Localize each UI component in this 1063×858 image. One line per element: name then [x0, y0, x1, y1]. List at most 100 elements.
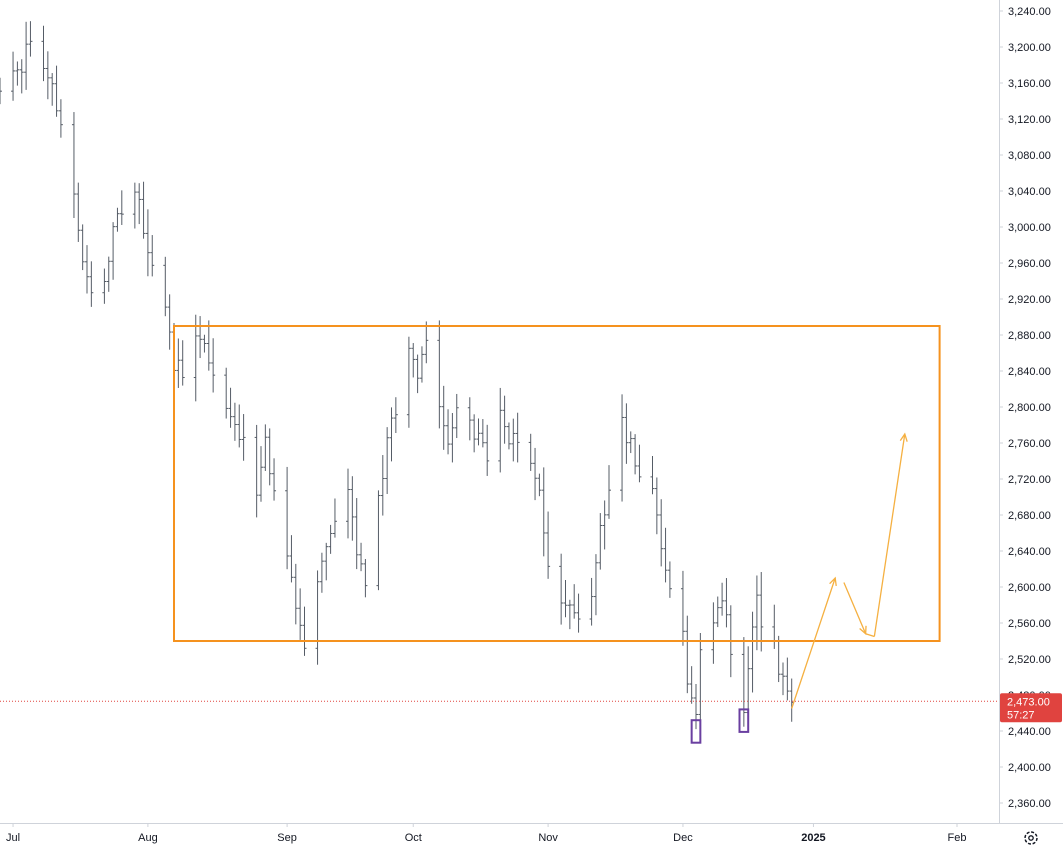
- range-box[interactable]: [173, 325, 941, 642]
- ohlc-bar: [28, 21, 33, 57]
- ohlc-bar: [698, 632, 703, 726]
- price-tick-label: 2,720.00: [1008, 474, 1051, 486]
- ohlc-bar: [533, 447, 538, 501]
- last-price-badge: [1000, 693, 1062, 723]
- ohlc-bar: [424, 321, 429, 364]
- ohlc-bar: [267, 428, 272, 486]
- ohlc-bar: [472, 414, 477, 453]
- ohlc-bar: [598, 513, 603, 570]
- price-axis[interactable]: [999, 0, 1063, 823]
- ohlc-bar: [45, 51, 50, 100]
- ohlc-bar: [115, 207, 120, 232]
- ohlc-bar: [359, 542, 364, 572]
- ohlc-bar: [180, 340, 185, 386]
- ohlc-bar: [85, 245, 89, 294]
- projection-arrowhead: [829, 576, 837, 587]
- ohlc-bar: [711, 602, 716, 664]
- time-axis[interactable]: [0, 823, 1063, 853]
- ohlc-bar: [689, 666, 694, 704]
- price-tick-label: 2,920.00: [1008, 294, 1051, 306]
- ohlc-bar: [58, 99, 63, 138]
- ohlc-bar: [659, 499, 664, 567]
- ohlc-bar: [759, 572, 764, 652]
- ohlc-bar: [0, 77, 2, 105]
- ohlc-bar: [298, 588, 303, 640]
- ohlc-bar: [406, 336, 411, 428]
- ohlc-bar: [446, 409, 451, 455]
- ohlc-bar: [589, 577, 594, 626]
- gear-center: [1028, 835, 1034, 841]
- time-tick-label: Nov: [538, 832, 558, 844]
- last-price-value: 2,473.00: [1007, 696, 1050, 708]
- settings-icon[interactable]: [1024, 831, 1038, 845]
- ohlc-bar: [485, 424, 490, 476]
- ohlc-bar: [272, 458, 277, 501]
- ohlc-bar: [106, 256, 111, 292]
- ohlc-bar: [346, 468, 350, 539]
- ohlc-bar: [480, 419, 485, 448]
- ohlc-bar: [293, 563, 298, 625]
- projection-path[interactable]: [791, 432, 908, 709]
- ohlc-bar: [667, 561, 672, 598]
- ohlc-bars: [0, 21, 794, 730]
- annotations[interactable]: [173, 325, 941, 744]
- ohlc-bar: [411, 343, 416, 378]
- price-tick-label: 2,440.00: [1008, 726, 1051, 738]
- ohlc-bar: [237, 404, 242, 448]
- price-axis-labels: 2,360.002,400.002,440.002,480.002,520.00…: [999, 6, 1051, 810]
- ohlc-bar: [211, 338, 216, 393]
- ohlc-bar: [637, 444, 642, 483]
- ohlc-bar: [206, 320, 211, 371]
- projection-segment: [791, 577, 836, 709]
- ohlc-bar: [80, 224, 85, 271]
- bottom-marker[interactable]: [738, 708, 750, 733]
- ohlc-bar: [454, 393, 459, 439]
- ohlc-bar: [628, 431, 633, 454]
- ohlc-bar: [354, 498, 359, 570]
- ohlc-bar: [437, 320, 442, 429]
- ohlc-bar: [50, 73, 55, 106]
- ohlc-bar: [141, 181, 146, 239]
- price-tick-label: 2,760.00: [1008, 438, 1051, 450]
- bottom-marker[interactable]: [690, 719, 702, 744]
- price-tick-label: 3,040.00: [1008, 186, 1051, 198]
- ohlc-bar: [624, 403, 629, 464]
- time-tick-label: Dec: [673, 832, 693, 844]
- ohlc-bar: [254, 424, 259, 518]
- ohlc-bar: [502, 395, 507, 444]
- time-tick-label: Sep: [277, 832, 297, 844]
- ohlc-bar: [537, 473, 542, 497]
- ohlc-bar: [633, 434, 638, 475]
- price-tick-label: 2,360.00: [1008, 798, 1051, 810]
- price-tick-label: 2,600.00: [1008, 582, 1051, 594]
- bar-countdown: 57:27: [1007, 709, 1035, 721]
- ohlc-bar: [572, 584, 577, 619]
- ohlc-bar: [71, 112, 76, 219]
- ohlc-bar: [137, 183, 142, 225]
- ohlc-bar: [163, 256, 168, 317]
- ohlc-bar: [741, 637, 746, 727]
- ohlc-bar: [694, 684, 698, 730]
- ohlc-bar: [328, 524, 333, 554]
- ohlc-bar: [319, 552, 324, 593]
- ohlc-bar: [11, 51, 16, 101]
- ohlc-bar: [607, 465, 611, 519]
- ohlc-bar: [350, 476, 355, 541]
- ohlc-bar: [15, 61, 20, 86]
- price-tick-label: 2,560.00: [1008, 618, 1051, 630]
- ohlc-bar: [750, 611, 755, 693]
- ohlc-bar: [76, 182, 81, 242]
- ohlc-bar: [224, 367, 229, 419]
- price-tick-label: 3,000.00: [1008, 222, 1051, 234]
- last-price-tag: 2,473.00 57:27: [1000, 693, 1062, 723]
- ohlc-bar: [541, 467, 546, 557]
- projection-arrowhead: [859, 625, 867, 636]
- ohlc-bar: [654, 477, 659, 535]
- price-tick-label: 2,800.00: [1008, 402, 1051, 414]
- ohlc-bar: [289, 535, 294, 583]
- price-tick-label: 2,400.00: [1008, 762, 1051, 774]
- price-tick-label: 3,120.00: [1008, 114, 1051, 126]
- ohlc-bar: [41, 25, 46, 82]
